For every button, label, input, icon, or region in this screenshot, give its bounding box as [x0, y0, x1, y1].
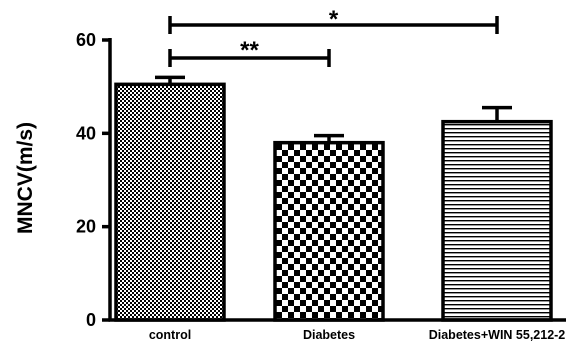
y-tick-label: 60 [76, 30, 96, 50]
x-tick-label-1: control [149, 328, 191, 342]
y-tick-label: 0 [86, 310, 96, 330]
x-tick-label-2: Diabetes [303, 328, 355, 342]
bars [114, 75, 553, 322]
y-tick-label: 40 [76, 123, 96, 143]
bar-1 [114, 82, 226, 322]
significance-brackets: *** [168, 6, 499, 67]
bar-2 [273, 140, 385, 322]
significance-bracket-1: ** [168, 37, 331, 67]
x-tick-label-3: Diabetes+WIN 55,212-2 [429, 328, 566, 342]
y-tick-label: 20 [76, 217, 96, 237]
axes: MNCV(m/s) 0 20 40 60 control Diabetes Diabetes… [14, 30, 566, 342]
significance-label-2: * [329, 6, 339, 33]
significance-label-1: ** [240, 37, 259, 64]
y-axis-title: MNCV(m/s) [14, 122, 37, 234]
bar-3 [441, 119, 553, 322]
significance-bracket-2: * [168, 6, 499, 34]
